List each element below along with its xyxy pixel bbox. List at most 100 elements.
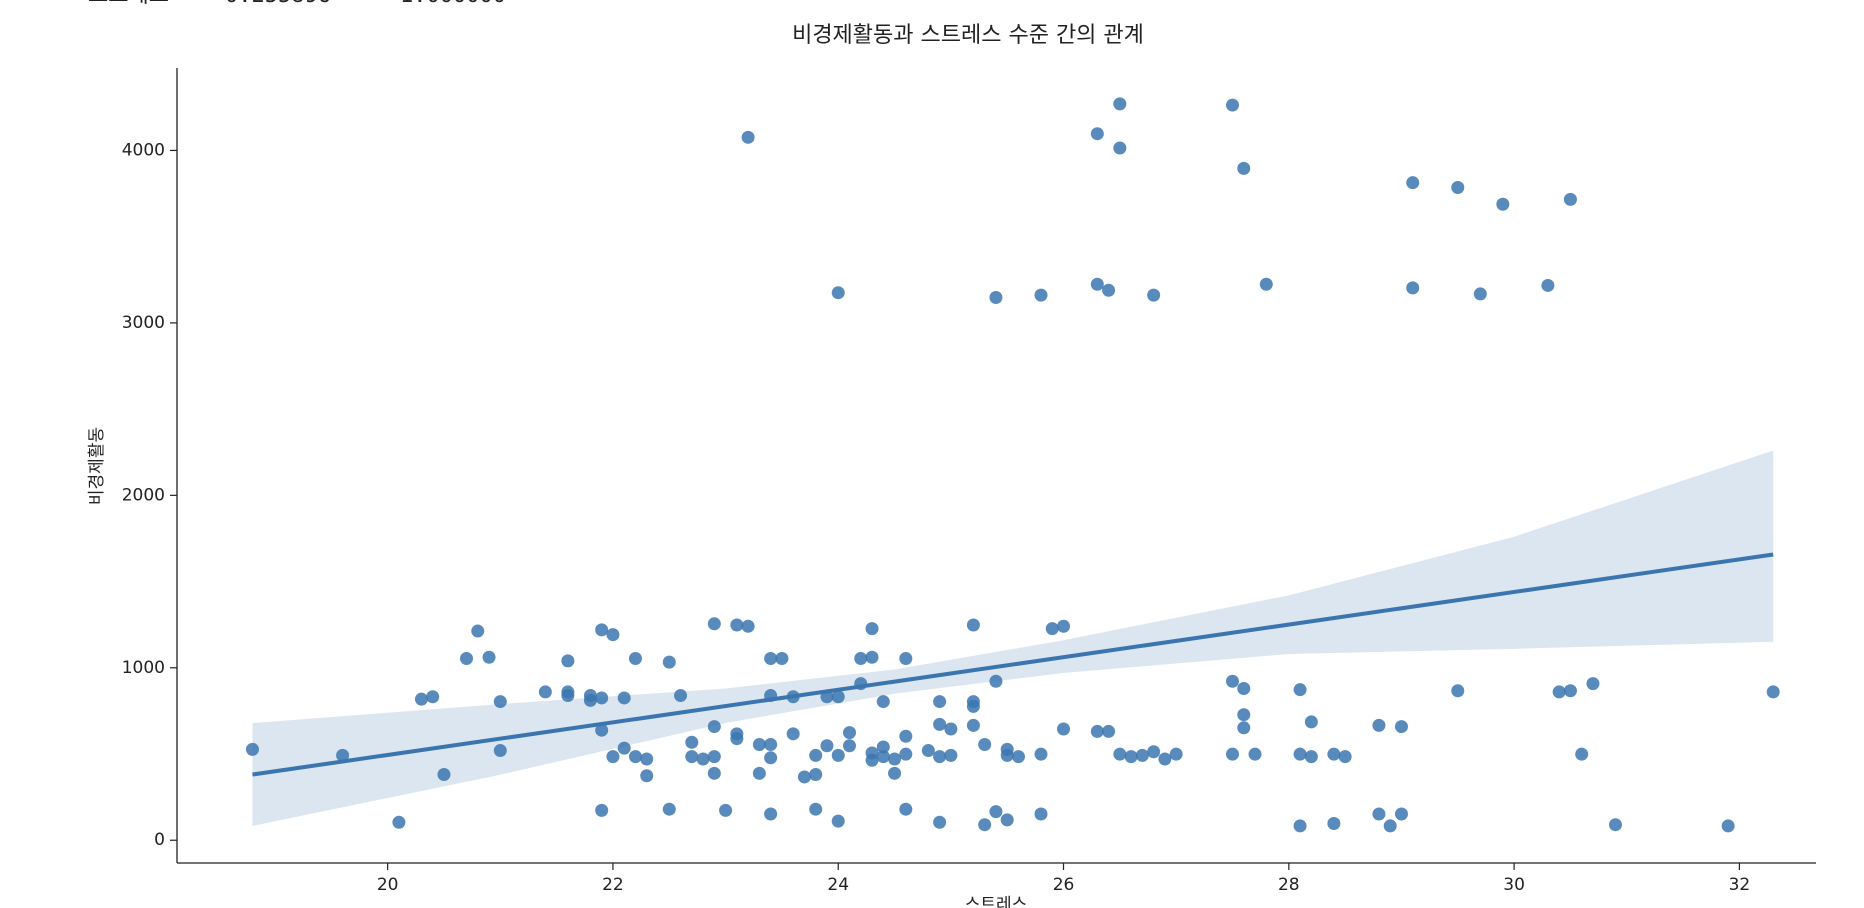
point bbox=[1586, 677, 1600, 691]
point bbox=[1169, 747, 1183, 761]
y-tick-label: 2000 bbox=[122, 485, 165, 505]
point bbox=[1102, 283, 1116, 297]
point bbox=[561, 654, 575, 668]
point bbox=[1541, 278, 1555, 292]
point bbox=[719, 803, 733, 817]
point bbox=[538, 685, 552, 699]
point bbox=[685, 735, 699, 749]
point bbox=[1113, 141, 1127, 155]
point bbox=[1394, 807, 1408, 821]
point bbox=[707, 720, 721, 734]
point bbox=[1057, 722, 1071, 736]
point bbox=[842, 739, 856, 753]
point bbox=[595, 691, 609, 705]
point bbox=[809, 748, 823, 762]
point bbox=[1011, 750, 1025, 764]
point bbox=[1406, 281, 1420, 295]
point bbox=[1000, 813, 1014, 827]
point bbox=[764, 751, 778, 765]
point bbox=[1225, 674, 1239, 688]
point bbox=[1135, 748, 1149, 762]
point bbox=[392, 815, 406, 829]
point bbox=[944, 748, 958, 762]
point bbox=[1327, 817, 1341, 831]
x-tick-label: 20 bbox=[377, 875, 399, 895]
point bbox=[899, 729, 913, 743]
point bbox=[583, 693, 597, 707]
point bbox=[1293, 747, 1307, 761]
point bbox=[933, 750, 947, 764]
point bbox=[640, 769, 654, 783]
point bbox=[707, 617, 721, 631]
y-tick-label: 3000 bbox=[122, 313, 165, 333]
point bbox=[966, 718, 980, 732]
point bbox=[741, 130, 755, 144]
point bbox=[1575, 747, 1589, 761]
point bbox=[786, 727, 800, 741]
point bbox=[1293, 819, 1307, 833]
point bbox=[854, 651, 868, 665]
point bbox=[1113, 747, 1127, 761]
point bbox=[966, 618, 980, 632]
point bbox=[899, 802, 913, 816]
point bbox=[617, 741, 631, 755]
point bbox=[1113, 97, 1127, 111]
point bbox=[1473, 287, 1487, 301]
point bbox=[730, 618, 744, 632]
x-tick-label: 26 bbox=[1053, 875, 1075, 895]
point bbox=[437, 768, 451, 782]
y-tick-label: 4000 bbox=[122, 140, 165, 160]
point bbox=[1552, 685, 1566, 699]
point bbox=[1225, 747, 1239, 761]
point bbox=[414, 692, 428, 706]
point bbox=[1237, 708, 1251, 722]
point bbox=[899, 651, 913, 665]
point bbox=[809, 768, 823, 782]
point bbox=[1721, 819, 1735, 833]
point bbox=[752, 766, 766, 780]
point bbox=[933, 717, 947, 731]
x-tick-label: 32 bbox=[1729, 875, 1751, 895]
point bbox=[1237, 721, 1251, 735]
point bbox=[876, 740, 890, 754]
y-tick-label: 0 bbox=[154, 830, 165, 850]
point bbox=[1090, 724, 1104, 738]
point bbox=[1451, 181, 1465, 195]
point bbox=[1090, 277, 1104, 291]
regression-line bbox=[252, 552, 1774, 777]
point bbox=[1338, 750, 1352, 764]
point bbox=[595, 623, 609, 637]
point bbox=[696, 752, 710, 766]
point bbox=[707, 766, 721, 780]
point bbox=[245, 742, 259, 756]
point bbox=[831, 286, 845, 300]
point bbox=[1451, 684, 1465, 698]
point bbox=[1304, 750, 1318, 764]
x-tick-label: 22 bbox=[602, 875, 624, 895]
point bbox=[1766, 685, 1780, 699]
point bbox=[1259, 277, 1273, 291]
x-tick-label: 28 bbox=[1278, 875, 1300, 895]
point bbox=[831, 748, 845, 762]
point bbox=[617, 691, 631, 705]
point bbox=[1293, 683, 1307, 697]
point bbox=[1102, 724, 1116, 738]
point bbox=[1248, 747, 1262, 761]
point bbox=[966, 699, 980, 713]
point bbox=[1158, 752, 1172, 766]
point bbox=[606, 628, 620, 642]
point bbox=[865, 753, 879, 767]
point bbox=[797, 770, 811, 784]
point bbox=[888, 752, 902, 766]
point bbox=[899, 747, 913, 761]
point bbox=[1034, 747, 1048, 761]
point bbox=[809, 802, 823, 816]
point bbox=[1124, 750, 1138, 764]
point bbox=[662, 655, 676, 669]
point bbox=[764, 738, 778, 752]
point bbox=[460, 651, 474, 665]
point bbox=[1372, 807, 1386, 821]
point bbox=[1394, 720, 1408, 734]
point bbox=[685, 750, 699, 764]
point bbox=[1147, 745, 1161, 759]
